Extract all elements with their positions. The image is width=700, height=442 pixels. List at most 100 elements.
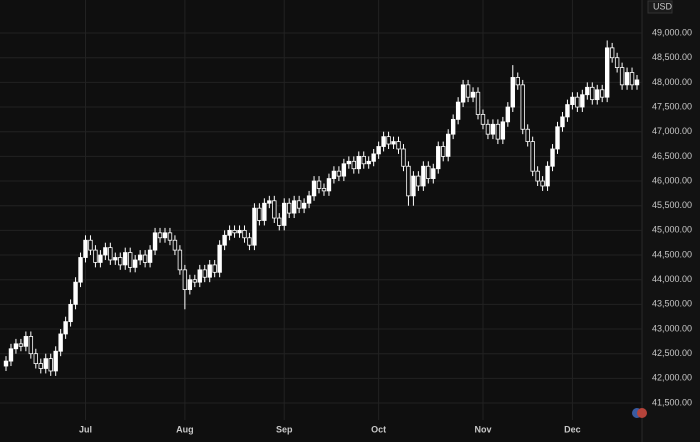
candle-body xyxy=(396,141,401,150)
candle-body xyxy=(53,350,58,372)
candle-body xyxy=(555,126,560,150)
candle-body xyxy=(495,123,501,140)
candle-body xyxy=(187,279,193,290)
candle-body xyxy=(336,170,342,177)
candle-body xyxy=(470,91,476,98)
candle-body xyxy=(441,146,446,157)
candle-body xyxy=(411,175,416,197)
candle-body xyxy=(341,163,347,177)
candle-body xyxy=(232,229,237,234)
y-tick-label: 44,000.00 xyxy=(652,274,692,284)
candle-body xyxy=(371,153,376,162)
x-tick-label: Oct xyxy=(371,424,386,434)
candle-body xyxy=(445,133,451,157)
candle-body xyxy=(609,47,615,59)
candle-body xyxy=(391,141,396,145)
candle-body xyxy=(88,239,93,251)
candle-body xyxy=(182,269,188,290)
candle-body xyxy=(326,178,332,192)
candle-body xyxy=(311,180,317,197)
candle-body xyxy=(436,146,441,170)
candle-body xyxy=(540,180,545,187)
candle-body xyxy=(287,202,292,214)
candle-body xyxy=(128,252,133,268)
candle-body xyxy=(530,141,535,172)
candle-body xyxy=(585,86,590,96)
candle-body xyxy=(351,160,356,170)
candle-body xyxy=(376,146,381,155)
candle-body xyxy=(545,165,550,187)
candle-body xyxy=(227,229,232,236)
candle-body xyxy=(207,264,212,278)
candle-body xyxy=(142,254,148,263)
candle-body xyxy=(172,239,178,251)
candle-body xyxy=(570,96,575,105)
candle-body xyxy=(575,96,580,108)
y-tick-label: 48,000.00 xyxy=(652,77,692,87)
candle-body xyxy=(147,249,153,263)
y-tick-label: 43,500.00 xyxy=(652,299,692,309)
y-tick-label: 45,500.00 xyxy=(652,200,692,210)
candle-body xyxy=(23,336,29,347)
candle-body xyxy=(18,343,24,347)
candle-body xyxy=(73,281,78,305)
candle-body xyxy=(83,239,88,258)
candle-body xyxy=(63,321,68,335)
candle-body xyxy=(634,79,640,86)
candle-body xyxy=(480,114,486,125)
candle-body xyxy=(629,72,635,86)
candle-body xyxy=(416,175,421,187)
candle-body xyxy=(406,165,411,197)
x-tick-label: Aug xyxy=(176,424,194,434)
candle-body xyxy=(515,77,520,86)
y-tick-label: 43,000.00 xyxy=(652,323,692,333)
candle-body xyxy=(267,200,272,204)
candle-body xyxy=(242,229,247,239)
candle-body xyxy=(600,89,605,98)
candle-body xyxy=(520,84,525,130)
candle-body xyxy=(614,57,620,68)
candle-body xyxy=(152,232,158,251)
candle-body xyxy=(217,244,222,273)
candle-body xyxy=(361,155,366,165)
candle-body xyxy=(535,170,540,182)
candle-body xyxy=(252,207,257,246)
y-tick-label: 41,500.00 xyxy=(652,397,692,407)
candle-body xyxy=(28,336,34,355)
candle-body xyxy=(43,358,48,369)
candle-body xyxy=(192,279,198,283)
candle-body xyxy=(475,91,481,115)
y-tick-label: 45,000.00 xyxy=(652,225,692,235)
logo-icon xyxy=(637,408,647,418)
x-tick-label: Jul xyxy=(79,424,92,434)
candle-body xyxy=(282,202,287,226)
candle-body xyxy=(426,165,431,179)
candle-body xyxy=(38,363,43,369)
candle-body xyxy=(137,254,143,261)
candle-body xyxy=(366,160,371,165)
candle-body xyxy=(78,257,83,283)
candle-body xyxy=(118,257,123,266)
candle-body xyxy=(108,247,113,261)
candle-body xyxy=(381,136,386,147)
candle-body xyxy=(505,106,511,123)
candle-body xyxy=(48,358,53,372)
candle-body xyxy=(331,170,337,179)
grid xyxy=(0,0,642,420)
candle-body xyxy=(431,168,436,179)
x-tick-label: Dec xyxy=(564,424,581,434)
candle-body xyxy=(167,232,173,241)
candle-body xyxy=(450,118,456,135)
candle-body xyxy=(3,360,9,367)
candle-body xyxy=(619,67,625,86)
candle-body xyxy=(197,269,202,283)
candle-body xyxy=(157,232,163,239)
candle-body xyxy=(624,72,630,86)
candle-body xyxy=(490,123,496,135)
candle-body xyxy=(262,202,267,221)
y-tick-label: 42,500.00 xyxy=(652,348,692,358)
candle-body xyxy=(604,47,610,98)
y-tick-label: 42,000.00 xyxy=(652,373,692,383)
candle-body xyxy=(123,252,128,266)
